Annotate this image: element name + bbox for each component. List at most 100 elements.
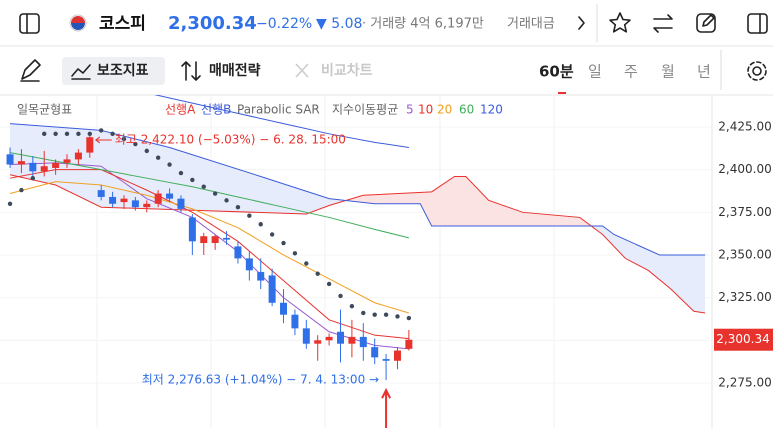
- sar-dot: [190, 177, 195, 183]
- swap-icon[interactable]: [653, 14, 673, 33]
- legend-entry: Parabolic SAR: [237, 103, 320, 117]
- change-pct: −0.22%: [256, 16, 312, 32]
- annotation: 최고 2,422.10 (−5.03%) − 6. 28. 15:00: [115, 132, 346, 146]
- period[interactable]: 60분: [539, 63, 574, 81]
- candle-body: [143, 203, 151, 208]
- settings-icon[interactable]: [752, 66, 762, 76]
- sar-dot: [133, 141, 138, 147]
- candle-body: [393, 350, 401, 361]
- top-bar: 코스피 2,300.34 −0.22% ▼ 5.08 · 거래량 4억 6,19…: [0, 4, 773, 47]
- legend-entry: 120: [480, 103, 503, 117]
- candle-body: [63, 159, 71, 163]
- candle-body: [302, 328, 310, 344]
- candle-body: [325, 336, 333, 341]
- candle-body: [29, 162, 37, 172]
- candle-body: [337, 331, 345, 344]
- candle-body: [280, 302, 288, 315]
- candle-body: [188, 217, 196, 242]
- sar-dot: [7, 201, 13, 206]
- sar-dot: [372, 312, 377, 317]
- sar-dot: [269, 232, 275, 237]
- sar-dot: [361, 310, 366, 316]
- strategy[interactable]: 매매전략: [209, 62, 261, 79]
- legend-entry: 5: [406, 103, 414, 117]
- compare-icon: [295, 63, 309, 78]
- candle-body: [166, 193, 174, 199]
- candle-body: [211, 236, 219, 244]
- legend-entry: 지수이동평균: [332, 103, 398, 117]
- symbol: 코스피: [99, 14, 146, 34]
- candle-body: [382, 359, 390, 361]
- y-tick-label: 2,425.00: [718, 119, 771, 133]
- draw-icon[interactable]: [20, 59, 41, 82]
- sar-dot: [349, 303, 355, 309]
- sar-dot: [42, 131, 47, 137]
- sar-dot: [212, 191, 218, 196]
- sar-dot: [292, 251, 298, 256]
- candle-body: [291, 314, 299, 329]
- price: 2,300.34: [168, 13, 257, 34]
- candle-body: [74, 152, 82, 160]
- period[interactable]: 년: [697, 63, 711, 81]
- period[interactable]: 일: [588, 63, 602, 81]
- layout-icon[interactable]: [747, 13, 768, 34]
- candle-body: [348, 336, 356, 344]
- span-a-line: [9, 174, 706, 314]
- candle-body: [405, 339, 413, 349]
- candle-body: [245, 258, 253, 271]
- candle-body: [97, 190, 105, 197]
- candle-body: [120, 198, 128, 203]
- candle-body: [314, 340, 322, 344]
- candle-body: [257, 272, 265, 281]
- candle-body: [17, 161, 25, 165]
- price-tag-label: 2,300.34: [716, 332, 769, 346]
- sar-dot: [406, 315, 412, 321]
- y-tick-label: 2,400.00: [718, 162, 771, 176]
- y-tick-label: 2,325.00: [718, 290, 771, 304]
- sar-dot: [87, 131, 92, 137]
- candle-body: [359, 336, 367, 348]
- sar-dot: [201, 184, 206, 189]
- period[interactable]: 주: [624, 63, 638, 81]
- sar-dot: [30, 175, 36, 181]
- sar-dot: [224, 198, 229, 203]
- candle-body: [40, 166, 48, 172]
- candle-body: [371, 347, 379, 358]
- candle-body: [52, 162, 60, 168]
- y-tick-label: 2,350.00: [718, 247, 771, 261]
- more-arrow[interactable]: [578, 16, 585, 30]
- tool-bar: 보조지표 매매전략 비교차트 60분 일 주 월 년: [0, 50, 773, 96]
- amount: 거래대금: [507, 17, 555, 32]
- compare: 비교차트: [321, 63, 373, 79]
- sar-dot: [235, 204, 241, 210]
- sar-dot: [338, 293, 343, 299]
- panel-icon[interactable]: [19, 13, 40, 34]
- sar-dot: [178, 170, 184, 176]
- edit-icon[interactable]: [696, 13, 716, 33]
- candle-body: [268, 275, 276, 303]
- candle-body: [154, 193, 162, 204]
- sar-dot: [110, 131, 115, 137]
- sar-dot: [19, 187, 24, 193]
- sar-dot: [144, 148, 149, 154]
- legend-entry: 선행B: [201, 102, 231, 117]
- indicators-button[interactable]: [62, 57, 165, 85]
- legend-entry: 60: [459, 103, 474, 117]
- ema-line: [153, 95, 409, 148]
- y-tick-label: 2,275.00: [718, 375, 771, 389]
- annotation: 최저 2,276.63 (+1.04%) − 7. 4. 13:00 →: [142, 373, 379, 387]
- star-icon[interactable]: [609, 12, 631, 33]
- legend-entry: 10: [418, 103, 433, 117]
- candle-body: [223, 237, 231, 240]
- indicators[interactable]: 보조지표: [97, 63, 149, 79]
- sar-dot: [76, 131, 81, 137]
- sar-dot: [121, 136, 127, 142]
- candle-body: [177, 198, 185, 209]
- candle-body: [86, 137, 94, 153]
- volume: · 거래량 4억 6,197만: [362, 17, 484, 32]
- period[interactable]: 월: [661, 63, 675, 81]
- sar-dot: [383, 312, 389, 317]
- sar-dot: [258, 222, 263, 227]
- sar-dot: [315, 271, 320, 276]
- candle-body: [200, 236, 208, 244]
